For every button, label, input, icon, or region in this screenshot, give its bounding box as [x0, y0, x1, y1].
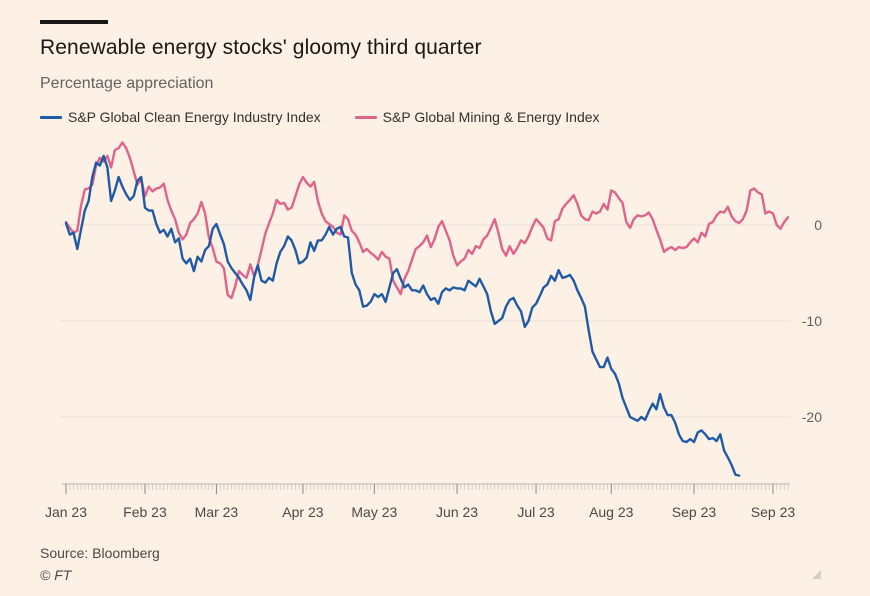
- legend-item-clean: S&P Global Clean Energy Industry Index: [40, 109, 321, 125]
- legend-swatch-clean: [40, 115, 62, 119]
- legend-swatch-mining: [354, 115, 377, 119]
- series-line-clean-energy: [64, 154, 741, 477]
- x-tick-label: Aug 23: [589, 504, 634, 520]
- y-tick-label: 0: [814, 217, 822, 233]
- legend-item-mining: S&P Global Mining & Energy Index: [354, 109, 600, 125]
- chart-subtitle: Percentage appreciation: [40, 75, 214, 92]
- x-tick-label: Jan 23: [45, 504, 87, 520]
- series-line-mining-energy: [64, 141, 790, 300]
- x-tick-label: Sep 23: [751, 504, 796, 520]
- x-tick-label: Sep 23: [672, 504, 717, 520]
- resize-corner-icon: [812, 570, 821, 579]
- chart-title: Renewable energy stocks' gloomy third qu…: [40, 36, 482, 59]
- legend: S&P Global Clean Energy Industry Index S…: [40, 109, 634, 125]
- line-chart: 0 -10 -20 Jan 23 Feb 23 Mar 23 Apr 23 May 23 Jun…: [45, 141, 822, 520]
- legend-label-clean: S&P Global Clean Energy Industry Index: [68, 109, 321, 125]
- y-tick-label: -10: [802, 313, 822, 329]
- x-tick-label: Mar 23: [195, 504, 239, 520]
- source-note: Source: Bloomberg: [40, 545, 160, 561]
- y-tick-label: -20: [802, 409, 822, 425]
- legend-label-mining: S&P Global Mining & Energy Index: [382, 109, 600, 125]
- x-tick-label: Jun 23: [436, 504, 478, 520]
- copyright-note: © FT: [40, 567, 72, 583]
- x-tick-label: May 23: [351, 504, 397, 520]
- x-tick-label: Feb 23: [123, 504, 167, 520]
- x-tick-label: Jul 23: [517, 504, 555, 520]
- title-rule: [40, 20, 108, 24]
- x-tick-label: Apr 23: [282, 504, 323, 520]
